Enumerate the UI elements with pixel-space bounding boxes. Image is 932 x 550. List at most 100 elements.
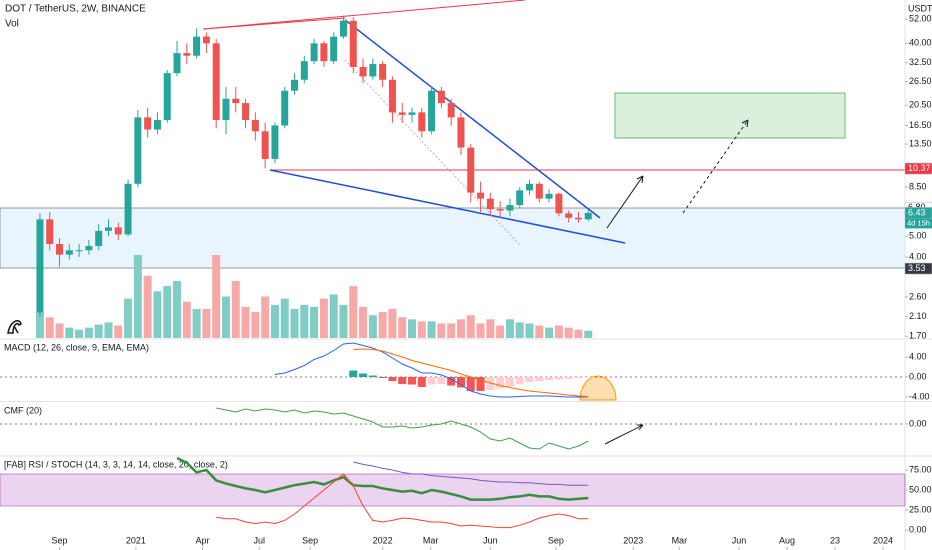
histogram-bar — [496, 377, 505, 389]
volume-bar — [329, 294, 338, 338]
volume-bar — [241, 306, 250, 338]
candle-body — [95, 230, 103, 247]
candle-body — [134, 117, 142, 184]
candle-body — [535, 183, 543, 199]
volume-bar — [55, 323, 64, 338]
histogram-bar — [447, 377, 456, 386]
volume-bar — [202, 308, 211, 338]
volume-bar — [574, 329, 583, 338]
volume-bar — [525, 323, 534, 338]
histogram-bar — [417, 377, 426, 387]
candle-body — [144, 117, 152, 130]
volume-bar — [45, 317, 54, 338]
candle-body — [467, 147, 475, 193]
volume-bar — [221, 296, 230, 338]
histogram-bar — [398, 377, 407, 384]
volume-bar — [143, 275, 152, 338]
volume-bar — [378, 312, 387, 338]
volume-bar — [212, 255, 221, 338]
y-tick-label: 32.50 — [909, 57, 932, 67]
volume-bar — [359, 306, 368, 338]
volume-bar — [496, 325, 505, 338]
indicator-line — [353, 348, 589, 397]
volume-bar — [339, 304, 348, 338]
candle-body — [163, 73, 171, 121]
volume-bar — [476, 323, 485, 338]
y-tick-label: 5.00 — [909, 231, 927, 241]
volume-bar — [280, 298, 289, 338]
x-tick-label: Mar — [423, 535, 439, 545]
volume-bar — [466, 315, 475, 338]
volume-bar — [270, 304, 279, 338]
panel-title: CMF (20) — [4, 405, 42, 415]
candle-body — [398, 112, 406, 115]
candle-body — [46, 219, 54, 244]
volume-bar — [388, 308, 397, 338]
candle-body — [496, 209, 504, 211]
histogram-bar — [466, 377, 475, 391]
histogram-bar — [535, 377, 544, 381]
volume-bar — [427, 321, 436, 338]
candle-body — [56, 243, 64, 255]
indicator-line — [216, 473, 589, 529]
volume-bar — [310, 306, 319, 338]
volume-bar — [319, 298, 328, 338]
candle-body — [555, 193, 563, 214]
rsi-band — [0, 473, 906, 507]
candle-body — [486, 198, 494, 210]
countdown-bg — [905, 218, 932, 229]
candle-body — [271, 125, 279, 159]
volume-bar — [456, 319, 465, 338]
x-tick-label: Mar — [672, 535, 688, 545]
highlight-circle — [579, 375, 617, 401]
candle-body — [85, 246, 93, 251]
candle-body — [379, 64, 387, 80]
x-tick-label: Jul — [254, 535, 266, 545]
countdown: 4d 15h — [907, 218, 930, 227]
candle-body — [477, 192, 485, 199]
candle-body — [457, 117, 465, 148]
currency-label: USDT — [908, 3, 932, 13]
candle-body — [291, 79, 299, 91]
range-zone — [0, 207, 906, 269]
volume-label: Vol — [5, 19, 19, 30]
candle-body — [232, 98, 240, 104]
y-tick-label: 16.50 — [909, 120, 932, 130]
candle-body — [418, 112, 426, 132]
arrow — [606, 175, 644, 229]
candle-body — [437, 90, 445, 104]
volume-bar — [35, 312, 44, 338]
x-tick-label: Sep — [52, 535, 68, 545]
histogram-bar — [554, 377, 563, 380]
volume-bar — [300, 304, 309, 338]
candle-body — [251, 120, 259, 132]
indicator-line — [274, 342, 589, 398]
trend-line — [202, 17, 346, 30]
x-tick-label: Sep — [302, 535, 318, 545]
candle-body — [516, 190, 524, 206]
x-tick-label: 23 — [830, 535, 840, 545]
candle-body — [310, 43, 318, 62]
candle-body — [545, 193, 553, 199]
candle-body — [153, 120, 161, 130]
candle-body — [65, 250, 73, 255]
candle-body — [124, 183, 132, 235]
arrow-head — [741, 119, 749, 128]
histogram-bar — [388, 377, 397, 381]
volume-bar — [124, 298, 133, 338]
x-tick-label: Sep — [548, 535, 564, 545]
price-label: 10.37 — [908, 163, 931, 173]
y-tick-label: 2.60 — [909, 291, 927, 301]
candle-body — [183, 53, 191, 56]
candle-body — [565, 213, 573, 218]
volume-bar — [505, 319, 514, 338]
y-tick-label: 0.00 — [909, 524, 927, 534]
y-tick-label: 2.10 — [909, 311, 927, 321]
volume-bar — [231, 280, 240, 338]
y-tick-label: 20.50 — [909, 100, 932, 110]
candle-body — [242, 103, 250, 121]
x-tick-label: Jun — [732, 535, 747, 545]
x-tick-label: 2021 — [126, 535, 146, 545]
candle-body — [526, 183, 534, 191]
